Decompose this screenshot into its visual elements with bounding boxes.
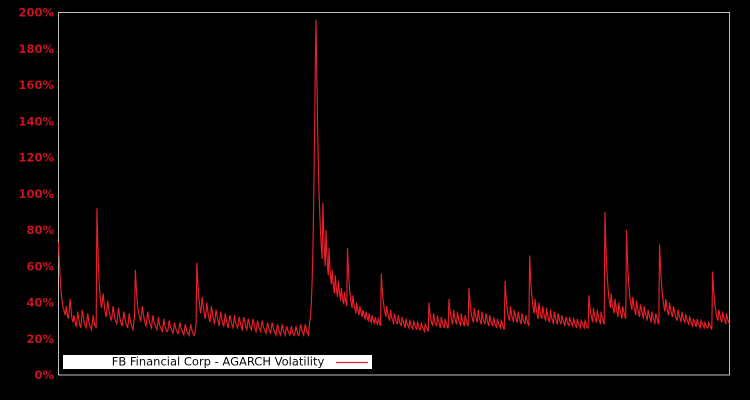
plot-frame	[58, 12, 730, 376]
y-axis-tick-labels: 0% 20% 40% 60% 80% 100% 120% 140% 160% 180% 200%	[18, 6, 54, 383]
y-axis-tick-label: 100%	[18, 187, 54, 201]
y-axis-tick-label: 20%	[26, 332, 54, 346]
y-axis-tick-label: 80%	[26, 223, 54, 237]
y-axis-tick-label: 180%	[18, 42, 54, 56]
legend-label: FB Financial Corp - AGARCH Volatility	[112, 355, 325, 369]
chart-legend[interactable]: FB Financial Corp - AGARCH Volatility	[63, 355, 372, 370]
legend-background	[63, 355, 372, 369]
y-axis-tick-label: 120%	[18, 151, 54, 165]
y-axis-tick-label: 60%	[26, 259, 54, 273]
y-axis-tick-label: 40%	[26, 296, 54, 310]
y-axis-tick-label: 160%	[18, 78, 54, 92]
y-axis-tick-label: 200%	[18, 6, 54, 20]
series-group	[57, 19, 731, 338]
y-axis-tick-label: 0%	[34, 368, 54, 382]
series-line	[57, 19, 731, 338]
y-axis-tick-label: 140%	[18, 114, 54, 128]
